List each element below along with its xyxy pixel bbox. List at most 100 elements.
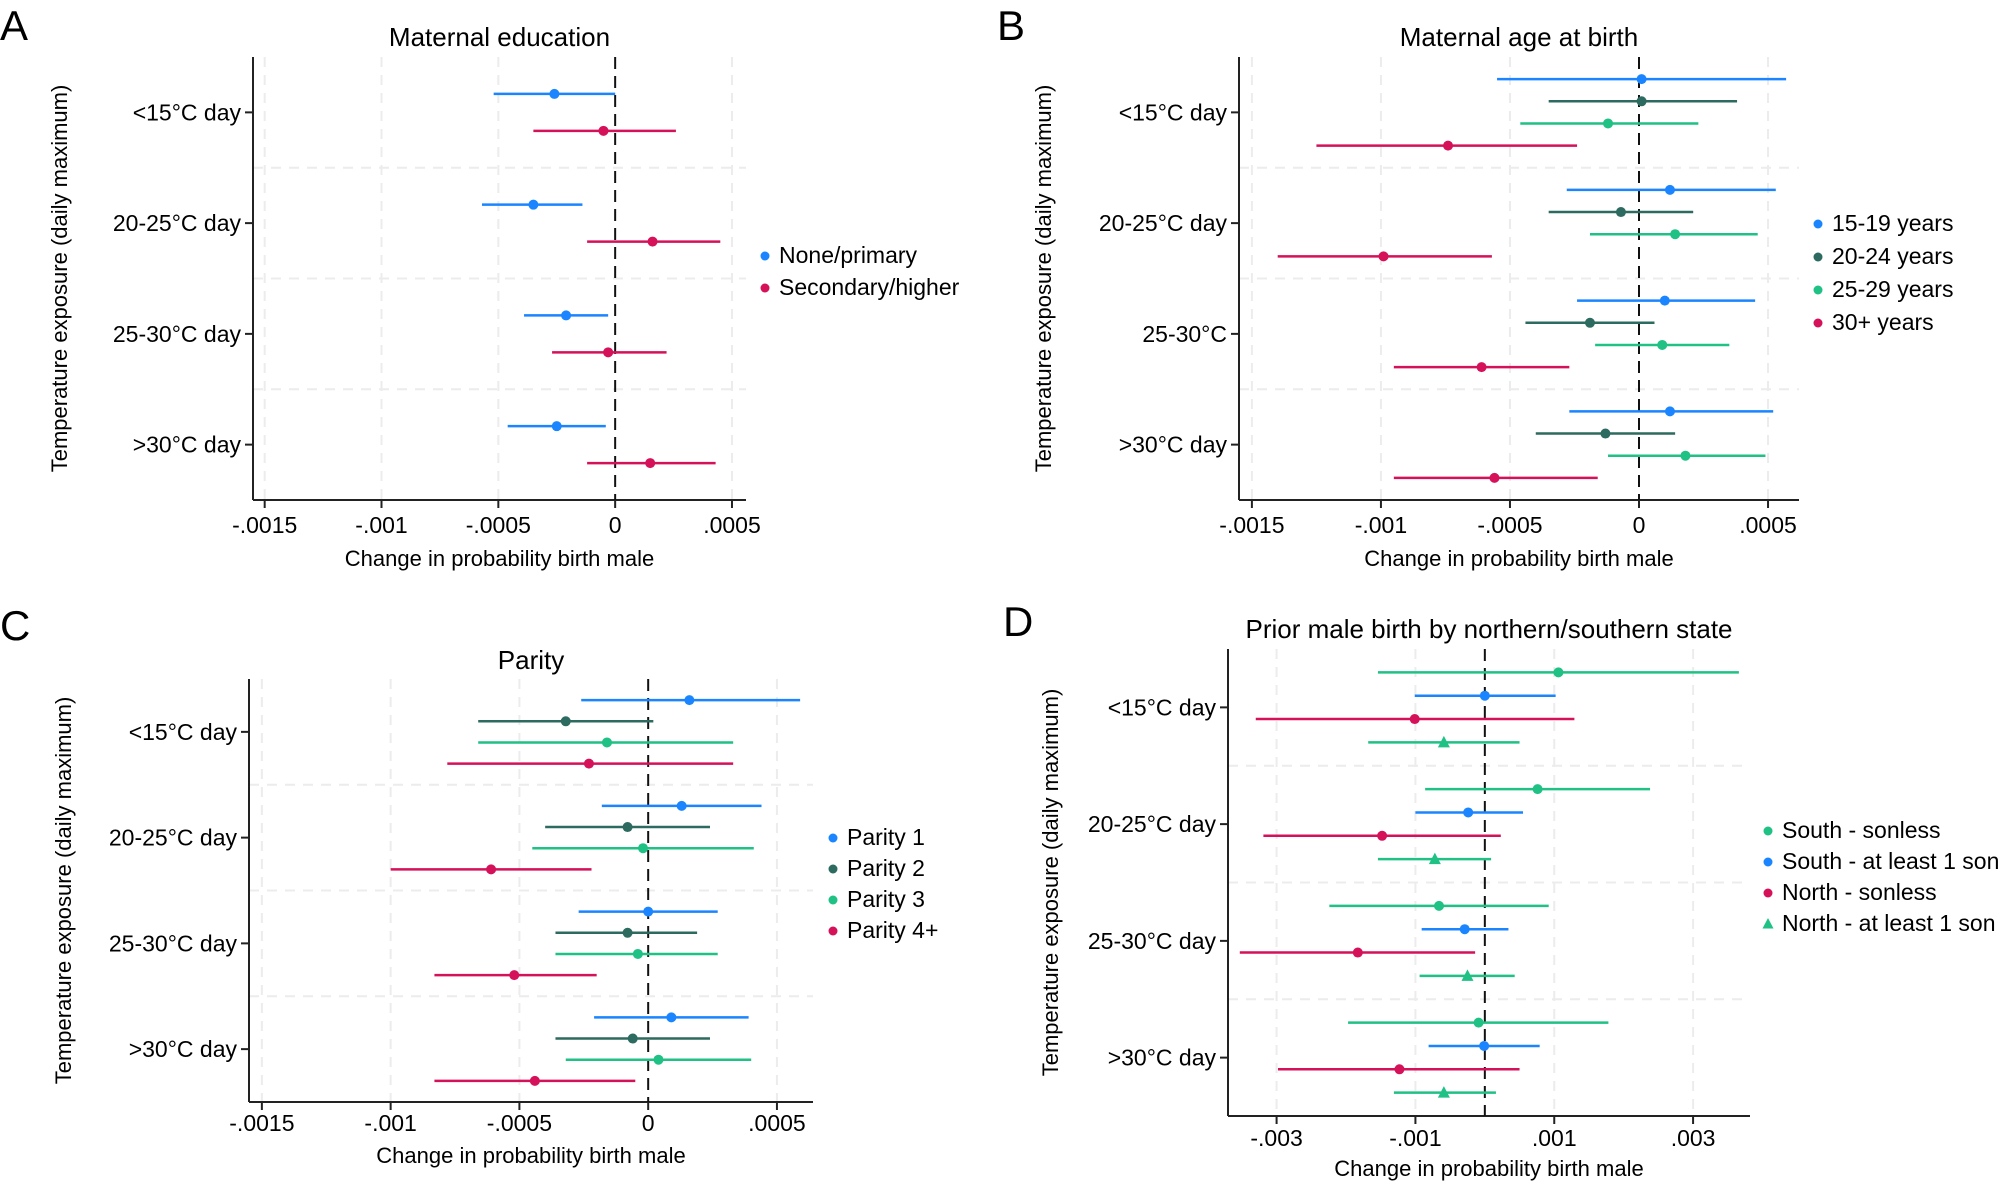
series-15-19-years (1497, 74, 1787, 417)
point-estimate (1600, 428, 1611, 439)
point-estimate (627, 1033, 638, 1044)
legend-label: 30+ years (1832, 309, 1934, 335)
point-estimate (1615, 207, 1626, 218)
y-tick-label: 25-30°C day (113, 321, 242, 347)
point-estimate (486, 864, 497, 875)
y-axis-label: Temperature exposure (daily maximum) (1031, 85, 1056, 473)
panel-letter: D (1003, 598, 1033, 645)
legend-label: 20-24 years (1832, 243, 1953, 269)
legend-label: South - sonless (1782, 817, 1941, 843)
point-estimate (1463, 807, 1474, 818)
point-estimate (1476, 362, 1487, 373)
legend-label: None/primary (779, 242, 918, 268)
point-estimate (1657, 339, 1668, 350)
x-tick-label: -.0005 (466, 512, 531, 538)
point-estimate (601, 737, 612, 748)
x-tick-label: .001 (1532, 1125, 1577, 1151)
point-estimate (1479, 1040, 1490, 1051)
series-30-years (1277, 140, 1598, 483)
x-tick-label: -.001 (355, 512, 407, 538)
x-tick-label: .003 (1671, 1125, 1716, 1151)
series-none-primary (481, 88, 616, 432)
y-tick-label: 20-25°C day (1088, 811, 1217, 837)
point-estimate (1461, 969, 1474, 981)
series-parity-2 (478, 716, 710, 1044)
chart-title: Parity (498, 645, 564, 675)
y-tick-label: 20-25°C day (1099, 210, 1228, 236)
series-parity-3 (478, 737, 754, 1065)
point-estimate (1378, 251, 1389, 262)
legend-label: Secondary/higher (779, 274, 960, 300)
x-tick-label: -.003 (1250, 1125, 1302, 1151)
y-tick-label: 25-30°C (1142, 321, 1227, 347)
legend-label: Parity 3 (847, 886, 925, 912)
series-south-at-least-1-son (1414, 690, 1556, 1051)
y-tick-label: <15°C day (133, 99, 242, 125)
series-north-sonless (1239, 714, 1575, 1075)
panel-a: A Maternal education -.0015 -.001 -.0005 0 .00… (0, 2, 960, 571)
point-estimate (647, 236, 658, 247)
series-south-sonless (1329, 667, 1739, 1028)
point-estimate (551, 421, 562, 432)
legend-label: Parity 2 (847, 855, 925, 881)
y-tick-label: 20-25°C day (109, 825, 238, 851)
panel-d: D Prior male birth by northern/southern s… (1003, 598, 1999, 1181)
x-tick-label: .0005 (1739, 512, 1797, 538)
panel-c: C Parity -.0015 -.001 -.0005 0 .0005 Change in … (0, 602, 938, 1168)
point-estimate (1479, 690, 1490, 701)
y-tick-label: >30°C day (1119, 432, 1228, 458)
legend-marker (828, 895, 838, 905)
panel-letter: B (997, 2, 1025, 49)
point-estimate (1659, 295, 1670, 306)
point-estimate (676, 800, 687, 811)
point-estimate (645, 458, 656, 469)
series-parity-4- (390, 758, 734, 1086)
y-tick-label: >30°C day (1108, 1045, 1217, 1071)
point-estimate (632, 948, 643, 959)
legend-marker (1813, 252, 1823, 262)
point-estimate (549, 88, 560, 99)
y-axis-label: Temperature exposure (daily maximum) (1038, 689, 1063, 1077)
point-estimate (1437, 1086, 1450, 1098)
panel-b: B Maternal age at birth -.0015 -.001 -.0005 0… (997, 2, 1953, 571)
point-estimate (1394, 1064, 1405, 1075)
x-tick-label: -.001 (1355, 512, 1407, 538)
legend-marker (1813, 318, 1823, 328)
legend-label: North - at least 1 son (1782, 910, 1996, 936)
series-25-29-years (1520, 118, 1766, 461)
chart-title: Maternal age at birth (1400, 22, 1638, 52)
x-axis-label: Change in probability birth male (1364, 546, 1673, 571)
point-estimate (1636, 96, 1647, 107)
legend-marker (760, 251, 770, 261)
point-estimate (666, 1012, 677, 1023)
x-tick-label: .0005 (703, 512, 761, 538)
legend-marker (828, 864, 838, 874)
x-tick-label: 0 (1633, 512, 1646, 538)
point-estimate (1670, 229, 1681, 240)
y-tick-label: 25-30°C day (1088, 928, 1217, 954)
x-tick-label: -.001 (1389, 1125, 1441, 1151)
y-tick-label: 20-25°C day (113, 210, 242, 236)
x-tick-label: -.0015 (229, 1110, 294, 1136)
point-estimate (1680, 450, 1691, 461)
panel-letter: A (0, 2, 28, 49)
point-estimate (1443, 140, 1454, 151)
legend-label: Parity 4+ (847, 917, 938, 943)
point-estimate (1584, 317, 1595, 328)
point-estimate (1428, 852, 1441, 865)
point-estimate (598, 125, 609, 136)
point-estimate (583, 758, 594, 769)
point-estimate (1459, 924, 1470, 935)
legend-marker (760, 283, 770, 293)
x-axis-label: Change in probability birth male (1334, 1156, 1643, 1181)
legend-label: North - sonless (1782, 879, 1937, 905)
x-tick-label: -.001 (364, 1110, 416, 1136)
point-estimate (638, 843, 649, 854)
point-estimate (529, 1075, 540, 1086)
x-axis-label: Change in probability birth male (345, 546, 654, 571)
legend-label: Parity 1 (847, 824, 925, 850)
legend-label: 25-29 years (1832, 276, 1953, 302)
legend-label: 15-19 years (1832, 210, 1953, 236)
point-estimate (560, 716, 571, 727)
